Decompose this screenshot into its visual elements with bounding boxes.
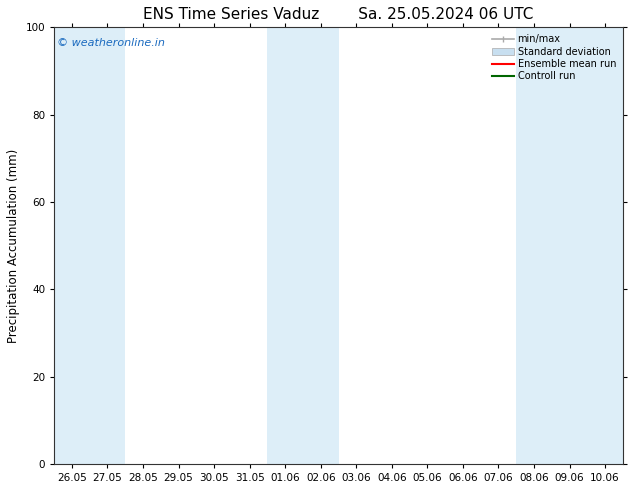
Legend: min/max, Standard deviation, Ensemble mean run, Controll run: min/max, Standard deviation, Ensemble me… (490, 32, 618, 83)
Bar (552, 27, 587, 464)
Bar (268, 27, 303, 464)
Title: ENS Time Series Vaduz        Sa. 25.05.2024 06 UTC: ENS Time Series Vaduz Sa. 25.05.2024 06 … (143, 7, 534, 22)
Text: © weatheronline.in: © weatheronline.in (57, 38, 165, 48)
Bar (516, 27, 552, 464)
Bar (54, 27, 89, 464)
Bar (587, 27, 623, 464)
Y-axis label: Precipitation Accumulation (mm): Precipitation Accumulation (mm) (7, 148, 20, 343)
Bar (303, 27, 339, 464)
Bar (89, 27, 126, 464)
